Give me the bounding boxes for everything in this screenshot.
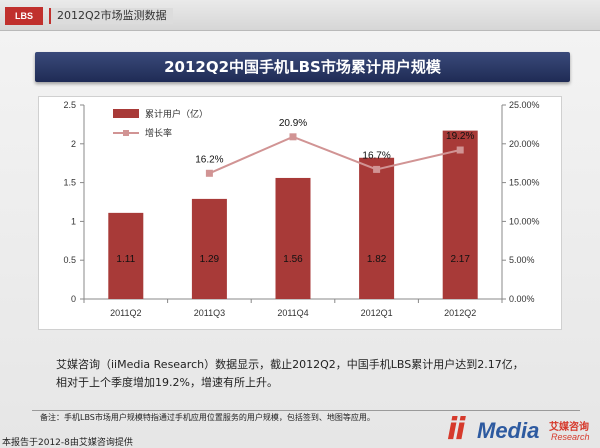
chart-svg: 0 0.5 1 1.5 2 2.5 0.00% 5.00% 10.00% 15.00% 20.00%… — [63, 100, 540, 318]
note: 备注：手机LBS市场用户规模特指通过手机应用位置服务的用户规模，包括签到、地图等… — [40, 413, 375, 422]
y-tick-label-right: 20.00% — [509, 139, 540, 149]
description: 艾媒咨询（iiMedia Research）数据显示，截止2012Q2，中国手机… — [56, 356, 576, 392]
growth-point — [289, 133, 297, 141]
x-tick-label: 2011Q3 — [194, 308, 225, 318]
footer: 本报告于2012-8由艾媒咨询提供 — [2, 438, 133, 448]
bar-data-label: 2.17 — [450, 254, 470, 265]
description-line-1: 艾媒咨询（iiMedia Research）数据显示，截止2012Q2，中国手机… — [56, 358, 524, 371]
y-tick-label-right: 0.00% — [509, 294, 535, 304]
y-tick-label-right: 5.00% — [509, 255, 535, 265]
growth-point — [205, 169, 213, 177]
bar — [359, 157, 395, 299]
y-tick-label-left: 0.5 — [63, 255, 76, 265]
bar-data-label: 1.56 — [283, 254, 303, 265]
bar — [442, 130, 478, 299]
bar-data-label: 1.82 — [367, 254, 387, 265]
description-line-2: 相对于上个季度增加19.2%，增速有所上升。 — [56, 376, 278, 389]
iimedia-logo: ii Media 艾媒咨询 Research — [447, 412, 595, 447]
growth-data-label: 20.9% — [279, 118, 307, 129]
y-tick-label-right: 25.00% — [509, 100, 540, 110]
bar-data-label: 1.11 — [116, 254, 135, 265]
y-tick-label-left: 2.5 — [63, 100, 76, 110]
y-tick-label-left: 1.5 — [63, 178, 76, 188]
bar — [275, 177, 311, 299]
logo-cn: 艾媒咨询 — [549, 422, 589, 433]
growth-point — [456, 146, 464, 154]
legend-label-line: 增长率 — [145, 127, 172, 138]
growth-point — [373, 165, 381, 173]
y-tick-label-right: 10.00% — [509, 216, 540, 226]
x-tick-label: 2012Q2 — [444, 308, 476, 318]
chart-title: 2012Q2中国手机LBS市场累计用户规模 — [164, 58, 441, 76]
chart-panel: 0 0.5 1 1.5 2 2.5 0.00% 5.00% 10.00% 15.00% 20.00%… — [38, 96, 562, 330]
y-tick-label-left: 1 — [71, 216, 76, 226]
growth-data-label: 16.2% — [195, 154, 223, 165]
section-title: 2012Q2市场监测数据 — [49, 8, 173, 24]
x-tick-label: 2011Q4 — [277, 308, 308, 318]
growth-data-label: 16.7% — [362, 150, 390, 161]
bar-data-label: 1.29 — [200, 254, 220, 265]
bar — [108, 212, 144, 299]
growth-line — [209, 135, 461, 175]
top-bar: LBS 2012Q2市场监测数据 — [0, 0, 600, 31]
y-tick-label-right: 15.00% — [509, 178, 540, 188]
y-tick-label-left: 2 — [71, 139, 76, 149]
legend-label-bar: 累计用户（亿） — [145, 108, 208, 119]
y-tick-label-left: 0 — [71, 294, 76, 304]
x-tick-label: 2012Q1 — [361, 308, 393, 318]
legend-marker-line — [123, 130, 129, 136]
logo-media: Media — [477, 418, 540, 443]
x-tick-label: 2011Q2 — [110, 308, 141, 318]
logo-en: Research — [551, 432, 590, 442]
title-banner: 2012Q2中国手机LBS市场累计用户规模 — [35, 52, 570, 82]
section-tag: LBS — [5, 7, 43, 25]
logo-ii: ii — [447, 412, 466, 447]
bar — [191, 198, 227, 299]
note-divider — [32, 410, 580, 411]
growth-data-label: 19.2% — [446, 131, 474, 142]
legend-swatch-bar — [113, 109, 139, 118]
